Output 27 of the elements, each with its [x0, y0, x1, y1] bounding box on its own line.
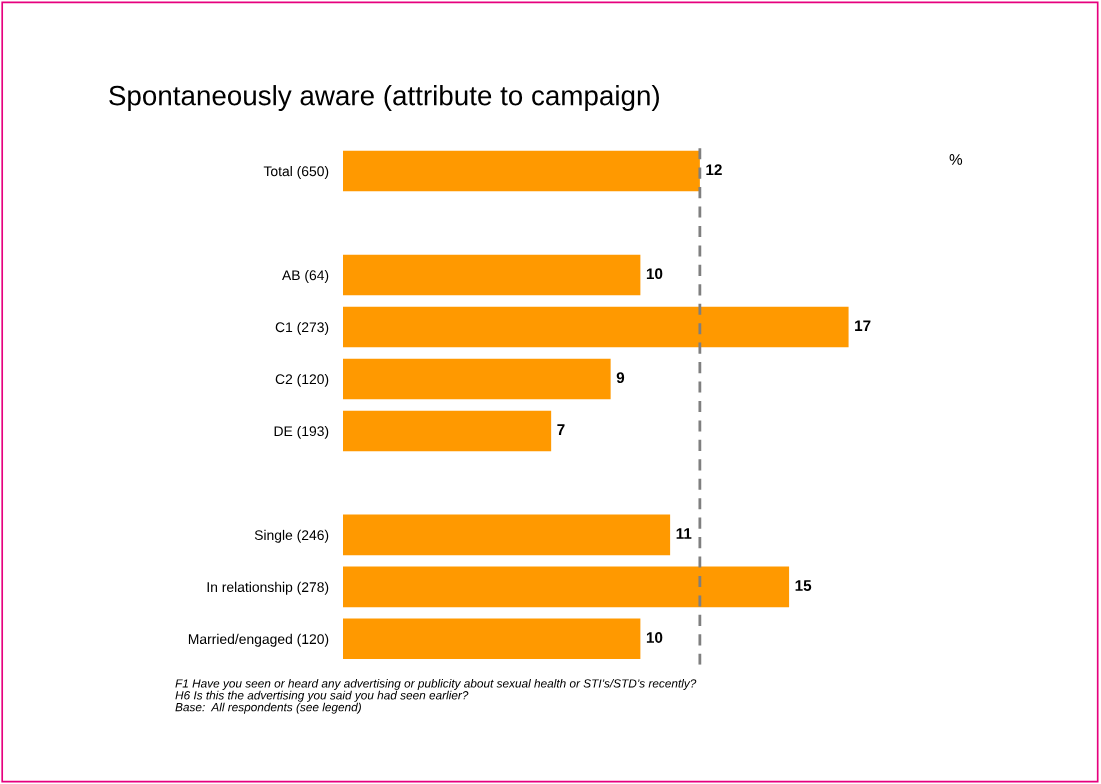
y-tick-label: AB (64) [282, 269, 329, 283]
data-label: 10 [646, 268, 663, 280]
y-tick-label: DE (193) [274, 425, 329, 439]
data-label: 11 [676, 528, 692, 539]
data-label: 10 [646, 632, 663, 643]
bar [342, 410, 552, 452]
y-tick-label: Married/engaged (120) [188, 633, 329, 647]
y-tick-label: Single (246) [254, 529, 329, 543]
y-tick-label: C1 (273) [275, 321, 329, 335]
bar [342, 150, 700, 192]
data-label: 15 [795, 580, 812, 591]
y-tick-label: Total (650) [263, 166, 329, 179]
chart-title: Spontaneously aware (attribute to campaign) [109, 85, 659, 111]
data-label: 17 [855, 320, 871, 331]
y-tick-label: In relationship (278) [207, 581, 329, 595]
data-label: 7 [557, 424, 565, 435]
text: F1 Have you seen or heard any advertising or publicity about sexual health or STI’s/STD’s recently? H6 Is this the advertising you said you had seen earlier? Base: All respondents (see legend) [175, 678, 697, 714]
bar [342, 566, 790, 608]
y-tick-label: C2 (120) [275, 373, 329, 387]
text: % [949, 154, 963, 165]
data-label: 12 [706, 164, 722, 175]
bar [342, 306, 849, 348]
bar [342, 618, 641, 660]
bar [342, 514, 671, 556]
bar [342, 358, 611, 400]
data-label: 9 [616, 372, 625, 384]
bar [342, 254, 641, 296]
